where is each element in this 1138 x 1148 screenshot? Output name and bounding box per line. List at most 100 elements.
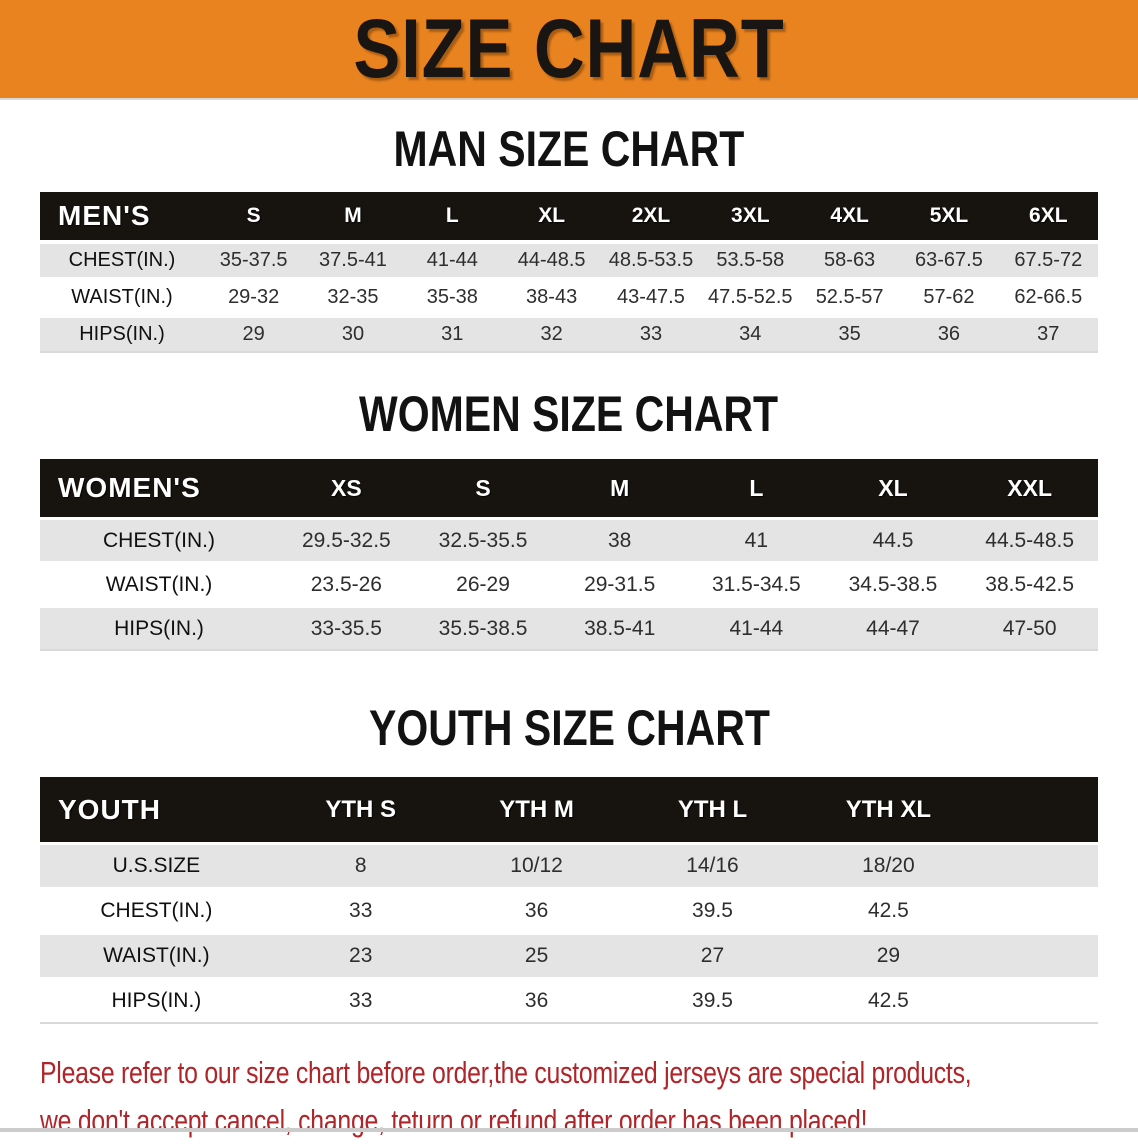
size-value-cell: 33-35.5 (278, 605, 415, 651)
section-women: WOMEN SIZE CHART WOMEN'S XS S M L XL XXL CHEST(… (0, 389, 1138, 651)
table-row: CHEST(IN.) 29.5-32.5 32.5-35.5 38 41 44.5 44.5… (40, 517, 1098, 563)
womens-size-table: WOMEN'S XS S M L XL XXL CHEST(IN.) 29.5-32.5 32.5… (40, 459, 1098, 651)
size-value-cell: 23 (272, 932, 449, 979)
spacer-cell (976, 977, 1098, 1024)
table-row: WAIST(IN.) 23 25 27 29 (40, 932, 1098, 979)
size-value-cell: 10/12 (448, 842, 625, 889)
youth-size-table: YOUTH YTH S YTH M YTH L YTH XL U.S.SIZE 8 10/12… (40, 777, 1098, 1024)
row-label: CHEST(IN.) (40, 240, 204, 279)
spacer-cell (976, 932, 1098, 979)
size-value-cell: 36 (899, 314, 999, 353)
size-column-header: 5XL (899, 192, 999, 242)
size-column-header: XXL (961, 459, 1098, 519)
size-value-cell: 57-62 (899, 277, 999, 316)
size-value-cell: 33 (272, 887, 449, 934)
size-value-cell: 53.5-58 (700, 240, 800, 279)
size-value-cell: 33 (272, 977, 449, 1024)
size-value-cell: 29.5-32.5 (278, 517, 415, 563)
row-label: CHEST(IN.) (40, 517, 279, 563)
size-value-cell: 27 (624, 932, 801, 979)
table-header-row: YOUTH YTH S YTH M YTH L YTH XL (40, 777, 1098, 844)
size-value-cell: 58-63 (799, 240, 900, 279)
size-value-cell: 31 (402, 314, 502, 353)
size-column-header: YTH L (624, 777, 801, 844)
size-value-cell: 37 (998, 314, 1098, 353)
size-column-header: XL (501, 192, 602, 242)
table-row: HIPS(IN.) 29 30 31 32 33 34 35 36 37 (40, 314, 1098, 353)
size-column-header: S (414, 459, 552, 519)
size-value-cell: 41 (688, 517, 825, 563)
size-value-cell: 41-44 (402, 240, 502, 279)
table-row: CHEST(IN.) 35-37.5 37.5-41 41-44 44-48.5 48.5… (40, 240, 1098, 279)
size-value-cell: 29 (800, 932, 977, 979)
youth-section-heading: YOUTH SIZE CHART (0, 700, 1138, 756)
size-value-cell: 29-32 (203, 277, 304, 316)
size-value-cell: 26-29 (414, 561, 552, 607)
size-column-header: XS (278, 459, 415, 519)
spacer-cell (976, 887, 1098, 934)
size-value-cell: 18/20 (800, 842, 977, 889)
size-column-header: YTH M (448, 777, 625, 844)
row-label: HIPS(IN.) (40, 977, 273, 1024)
size-value-cell: 44.5 (824, 517, 962, 563)
men-size-table-container: MEN'S S M L XL 2XL 3XL 4XL 5XL 6XL CHEST(IN.) 35-37… (40, 192, 1098, 353)
row-label: WAIST(IN.) (40, 561, 279, 607)
banner: SIZE CHART (0, 0, 1138, 100)
size-value-cell: 31.5-34.5 (688, 561, 825, 607)
size-value-cell: 29 (203, 314, 304, 353)
size-value-cell: 25 (448, 932, 625, 979)
size-column-header: M (303, 192, 403, 242)
size-column-header: YTH S (272, 777, 449, 844)
table-row: CHEST(IN.) 33 36 39.5 42.5 (40, 887, 1098, 934)
size-value-cell: 38 (551, 517, 689, 563)
size-value-cell: 39.5 (624, 977, 801, 1024)
size-value-cell: 67.5-72 (998, 240, 1098, 279)
size-value-cell: 32.5-35.5 (414, 517, 552, 563)
size-column-header: 3XL (700, 192, 800, 242)
men-section-heading: MAN SIZE CHART (0, 124, 1138, 174)
size-value-cell: 47-50 (961, 605, 1098, 651)
row-label: WAIST(IN.) (40, 932, 273, 979)
size-value-cell: 41-44 (688, 605, 825, 651)
size-value-cell: 35 (799, 314, 900, 353)
size-value-cell: 32 (501, 314, 602, 353)
size-value-cell: 44-47 (824, 605, 962, 651)
size-value-cell: 44-48.5 (501, 240, 602, 279)
spacer-cell (976, 842, 1098, 889)
size-column-header: 6XL (998, 192, 1098, 242)
size-column-header: S (203, 192, 304, 242)
section-men: MAN SIZE CHART MEN'S S M L XL 2XL 3XL 4XL 5XL 6XL… (0, 124, 1138, 353)
row-label: CHEST(IN.) (40, 887, 273, 934)
women-size-table-container: WOMEN'S XS S M L XL XXL CHEST(IN.) 29.5-32.5 32.5… (40, 459, 1098, 651)
size-value-cell: 42.5 (800, 977, 977, 1024)
size-value-cell: 35.5-38.5 (414, 605, 552, 651)
size-value-cell: 62-66.5 (998, 277, 1098, 316)
size-value-cell: 30 (303, 314, 403, 353)
size-value-cell: 8 (272, 842, 449, 889)
size-value-cell: 34.5-38.5 (824, 561, 962, 607)
table-row: HIPS(IN.) 33 36 39.5 42.5 (40, 977, 1098, 1024)
women-section-heading: WOMEN SIZE CHART (0, 389, 1138, 439)
size-column-header: YTH XL (800, 777, 977, 844)
size-value-cell: 35-38 (402, 277, 502, 316)
disclaimer: Please refer to our size chart before or… (40, 1052, 1138, 1148)
size-column-header: 4XL (799, 192, 900, 242)
bottom-edge-divider (0, 1128, 1138, 1132)
youth-section-heading-text: YOUTH SIZE CHART (368, 700, 770, 756)
mens-size-table: MEN'S S M L XL 2XL 3XL 4XL 5XL 6XL CHEST(IN.) 35-37… (40, 192, 1098, 353)
row-label: HIPS(IN.) (40, 314, 204, 353)
table-row: WAIST(IN.) 23.5-26 26-29 29-31.5 31.5-34.5 34… (40, 561, 1098, 607)
row-label: HIPS(IN.) (40, 605, 279, 651)
size-value-cell: 43-47.5 (601, 277, 701, 316)
group-label: YOUTH (40, 777, 273, 844)
charts: MAN SIZE CHART MEN'S S M L XL 2XL 3XL 4XL 5XL 6XL… (0, 124, 1138, 1024)
page-title: SIZE CHART (353, 2, 785, 95)
size-value-cell: 36 (448, 887, 625, 934)
size-value-cell: 37.5-41 (303, 240, 403, 279)
size-value-cell: 48.5-53.5 (601, 240, 701, 279)
size-value-cell: 39.5 (624, 887, 801, 934)
size-value-cell: 32-35 (303, 277, 403, 316)
size-value-cell: 36 (448, 977, 625, 1024)
size-value-cell: 38.5-42.5 (961, 561, 1098, 607)
